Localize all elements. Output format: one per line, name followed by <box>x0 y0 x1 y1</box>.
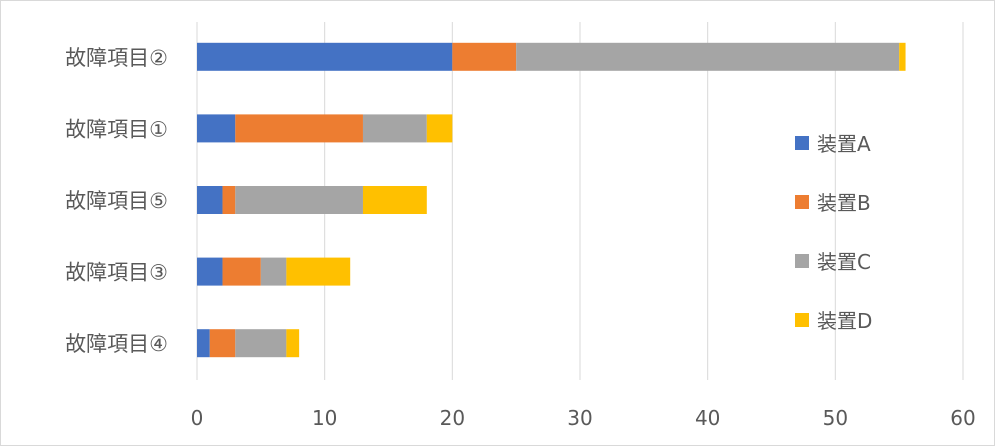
x-tick-label: 20 <box>440 406 465 430</box>
category-label: 故障項目① <box>65 117 168 141</box>
bar-segment <box>235 186 363 214</box>
legend-label: 装置C <box>817 250 871 274</box>
category-label: 故障項目③ <box>65 261 168 285</box>
bar-segment <box>426 114 453 143</box>
bar-segment <box>209 329 236 358</box>
legend: 装置A 装置B 装置C 装置D <box>795 132 872 333</box>
x-tick-label: 0 <box>191 406 204 430</box>
legend-label: 装置A <box>817 132 871 156</box>
bar-segment <box>260 257 287 286</box>
x-tick-label: 40 <box>695 406 720 430</box>
bar-segment <box>452 42 517 71</box>
legend-swatch <box>795 136 809 150</box>
legend-swatch <box>795 195 809 209</box>
bar-segment <box>197 42 453 71</box>
x-tick-label: 30 <box>567 406 592 430</box>
bar-segment <box>235 114 363 143</box>
bars <box>197 42 906 358</box>
bar-segment <box>899 42 906 71</box>
bar-segment <box>222 257 261 286</box>
bar-segment <box>197 186 223 214</box>
legend-swatch <box>795 313 809 327</box>
bar-segment <box>222 186 236 214</box>
bar-segment <box>197 257 223 286</box>
category-labels: 故障項目② 故障項目① 故障項目⑤ 故障項目③ 故障項目④ <box>65 46 168 356</box>
bar-segment <box>197 329 210 358</box>
legend-label: 装置D <box>817 309 872 333</box>
gridlines <box>196 22 964 380</box>
category-label: 故障項目② <box>65 46 168 70</box>
bar-segment <box>362 186 427 214</box>
bar-segment <box>286 329 300 358</box>
x-tick-labels: 0 10 20 30 40 50 60 <box>191 406 976 430</box>
bar-segment <box>235 329 287 358</box>
bar-segment <box>197 114 236 143</box>
bar-segment <box>362 114 427 143</box>
x-tick-label: 50 <box>823 406 848 430</box>
x-tick-label: 60 <box>950 406 975 430</box>
category-label: 故障項目④ <box>65 332 168 356</box>
bar-segment <box>516 42 900 71</box>
legend-swatch <box>795 254 809 268</box>
x-tick-label: 10 <box>312 406 337 430</box>
legend-label: 装置B <box>817 191 871 215</box>
category-label: 故障項目⑤ <box>65 189 168 213</box>
bar-segment <box>286 257 351 286</box>
